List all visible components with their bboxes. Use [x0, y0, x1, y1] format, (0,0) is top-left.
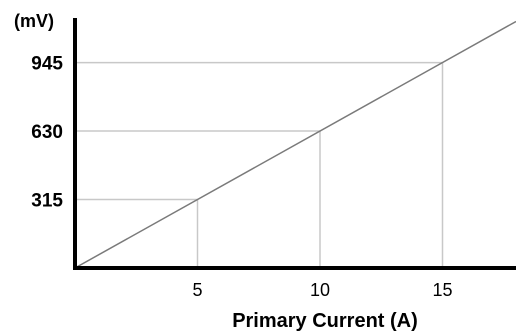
y-axis-label: (mV): [14, 11, 54, 31]
axes: [73, 18, 516, 270]
data-series: [74, 20, 516, 269]
x-tick-label-0: 5: [192, 280, 202, 300]
y-tick-label-0: 315: [31, 191, 63, 212]
y-tick-label-1: 630: [31, 122, 63, 143]
series-line-0: [74, 20, 516, 269]
y-tick-labels: 315 630 945: [31, 54, 63, 212]
x-tick-label-1: 10: [310, 280, 330, 300]
x-tick-labels: 5 10 15: [192, 280, 452, 300]
x-tick-label-2: 15: [432, 280, 452, 300]
x-axis-label: Primary Current (A): [232, 310, 418, 332]
y-tick-label-2: 945: [31, 54, 63, 75]
guide-lines: [75, 61, 444, 268]
